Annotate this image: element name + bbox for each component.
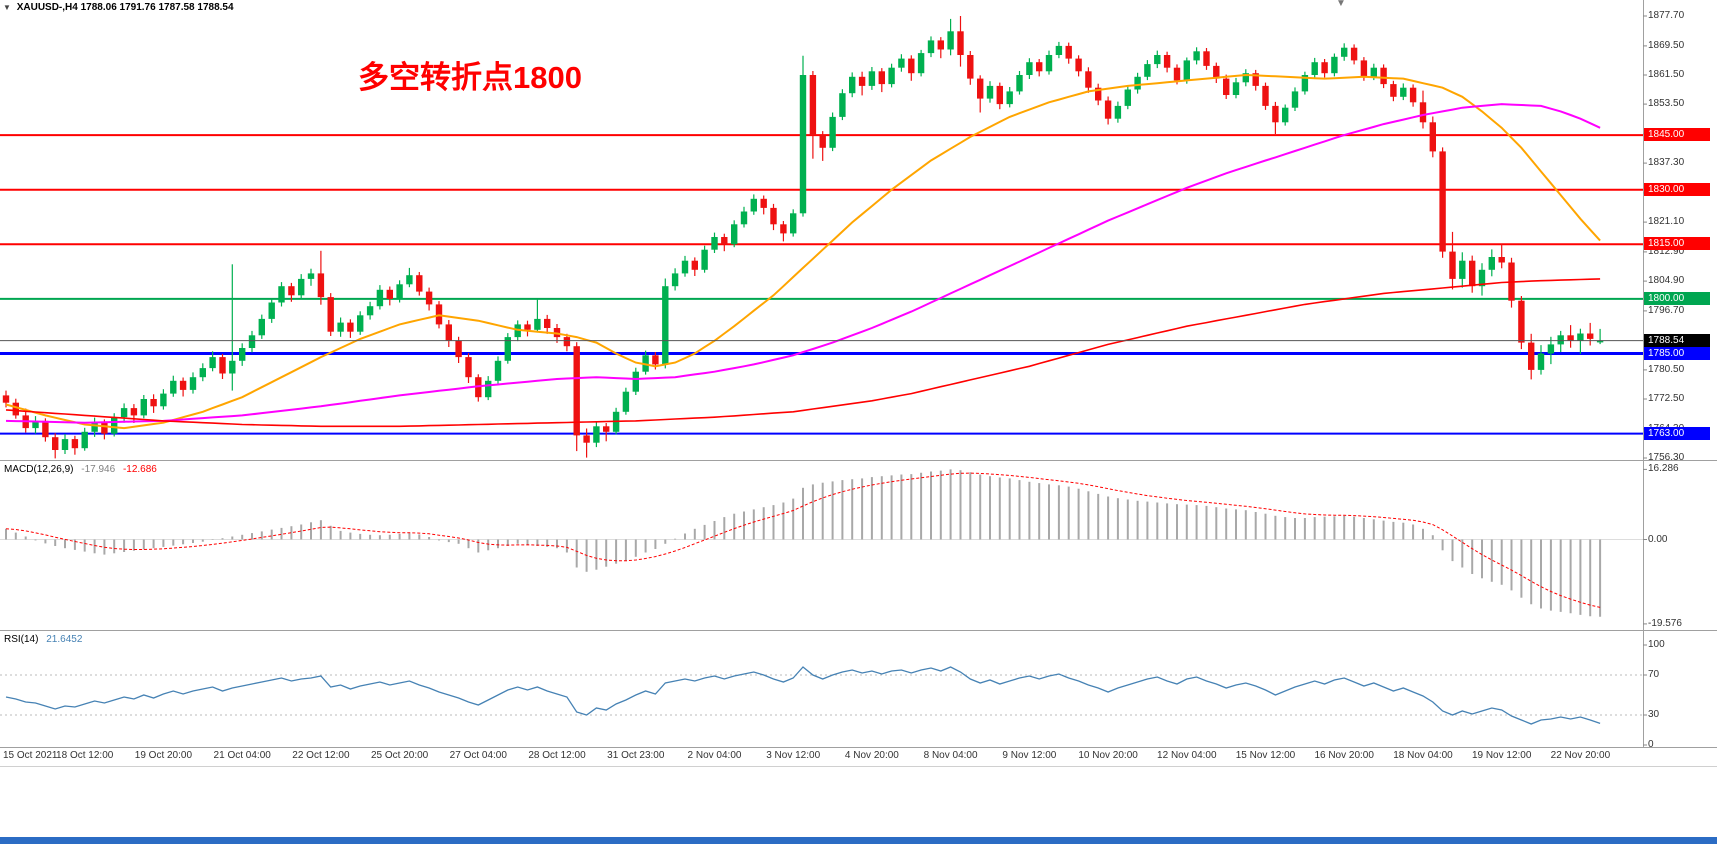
chart-shift-marker-icon[interactable]: ▼ bbox=[1336, 0, 1346, 9]
annotation-text[interactable]: 多空转折点1800 bbox=[358, 60, 582, 95]
time-axis-label: 22 Nov 20:00 bbox=[1550, 750, 1611, 761]
taskbar-strip bbox=[0, 837, 1717, 844]
axis-tick-label: 1780.50 bbox=[1648, 363, 1685, 375]
axis-tick-label: 100 bbox=[1648, 639, 1665, 650]
axis-tick-label: 1756.30 bbox=[1648, 452, 1685, 463]
axis-tick-label: 0.00 bbox=[1648, 533, 1668, 545]
axis-tick-label: 1772.50 bbox=[1648, 393, 1685, 404]
ohlc-readout: 1788.06 1791.76 1787.58 1788.54 bbox=[80, 2, 234, 13]
macd-signal-value: -12.686 bbox=[122, 464, 157, 475]
axis-tick-label: 1869.50 bbox=[1648, 39, 1685, 51]
axis-tick-label: 1796.70 bbox=[1648, 304, 1685, 316]
price-line-tag: 1845.00 bbox=[1644, 128, 1710, 142]
time-axis-label: 19 Oct 20:00 bbox=[134, 750, 193, 761]
time-axis[interactable]: 15 Oct 2021 18 Oct 12:00 19 Oct 20:00 21 Oc… bbox=[0, 747, 1717, 767]
ma-slow-red bbox=[5, 278, 1601, 428]
axis-tick-label: 70 bbox=[1648, 669, 1660, 680]
macd-legend: MACD(12,26,9) -17.946 -12.686 bbox=[4, 464, 162, 475]
axis-tick-label: 0 bbox=[1648, 739, 1654, 750]
time-axis-label: 22 Oct 12:00 bbox=[292, 750, 350, 761]
axis-tick-label: 1837.30 bbox=[1648, 157, 1685, 169]
axis-tick-label: 1804.90 bbox=[1648, 275, 1685, 287]
time-axis-label: 10 Nov 20:00 bbox=[1078, 750, 1138, 761]
ma-fast-orange bbox=[5, 73, 1601, 430]
axis-tick-label: 1853.50 bbox=[1648, 98, 1685, 110]
price-line-tag: 1815.00 bbox=[1644, 237, 1710, 251]
time-axis-label: 25 Oct 20:00 bbox=[370, 750, 429, 761]
price-line-tag: 1800.00 bbox=[1644, 291, 1710, 305]
axis-tick-label: 16.286 bbox=[1648, 463, 1679, 475]
price-line-tag: 1763.00 bbox=[1644, 426, 1710, 440]
time-axis-label: 15 Oct 2021 bbox=[3, 750, 58, 761]
time-axis-label: 2 Nov 04:00 bbox=[687, 750, 742, 761]
symbol-timeframe-label: XAUUSD-,H4 bbox=[16, 2, 78, 13]
time-axis-label: 8 Nov 04:00 bbox=[923, 750, 978, 761]
time-axis-label: 3 Nov 12:00 bbox=[766, 750, 821, 761]
time-axis-label: 21 Oct 04:00 bbox=[213, 750, 271, 761]
price-line-tag: 1785.00 bbox=[1644, 346, 1710, 360]
time-axis-label: 31 Oct 23:00 bbox=[607, 750, 665, 761]
price-line-tag: 1788.54 bbox=[1644, 333, 1710, 347]
macd-main-value: -17.946 bbox=[81, 464, 116, 475]
time-axis-label: 12 Nov 04:00 bbox=[1157, 750, 1217, 761]
macd-label: MACD(12,26,9) bbox=[4, 464, 74, 475]
rsi-legend: RSI(14) 21.6452 bbox=[4, 634, 87, 645]
price-axis[interactable]: 1877.701869.501861.501853.501845.301837.… bbox=[1643, 0, 1717, 750]
axis-tick-label: 1861.50 bbox=[1648, 69, 1685, 80]
axis-tick-label: 1877.70 bbox=[1648, 10, 1685, 21]
time-axis-label: 15 Nov 12:00 bbox=[1235, 750, 1296, 761]
time-axis-label: 19 Nov 12:00 bbox=[1471, 750, 1532, 761]
time-axis-label: 18 Oct 12:00 bbox=[56, 750, 114, 761]
one-click-trading-icon[interactable]: ▼ bbox=[3, 3, 11, 12]
axis-tick-label: 30 bbox=[1648, 709, 1660, 720]
symbol-info: ▼ XAUUSD-,H4 1788.06 1791.76 1787.58 178… bbox=[3, 2, 234, 13]
axis-tick-label: 1812.90 bbox=[1648, 245, 1685, 257]
rsi-value: 21.6452 bbox=[46, 634, 83, 645]
time-axis-label: 9 Nov 12:00 bbox=[1002, 750, 1057, 761]
axis-tick-label: -19.576 bbox=[1648, 617, 1682, 629]
time-axis-label: 28 Oct 12:00 bbox=[528, 750, 586, 761]
time-axis-label: 18 Nov 04:00 bbox=[1393, 750, 1453, 761]
ma-mid-magenta bbox=[5, 103, 1601, 424]
time-axis-label: 16 Nov 20:00 bbox=[1314, 750, 1374, 761]
price-line-tag: 1830.00 bbox=[1644, 182, 1710, 196]
time-axis-label: 4 Nov 20:00 bbox=[844, 750, 899, 761]
time-axis-label: 27 Oct 04:00 bbox=[449, 750, 507, 761]
rsi-label: RSI(14) bbox=[4, 634, 39, 645]
axis-tick-label: 1821.10 bbox=[1648, 216, 1685, 228]
